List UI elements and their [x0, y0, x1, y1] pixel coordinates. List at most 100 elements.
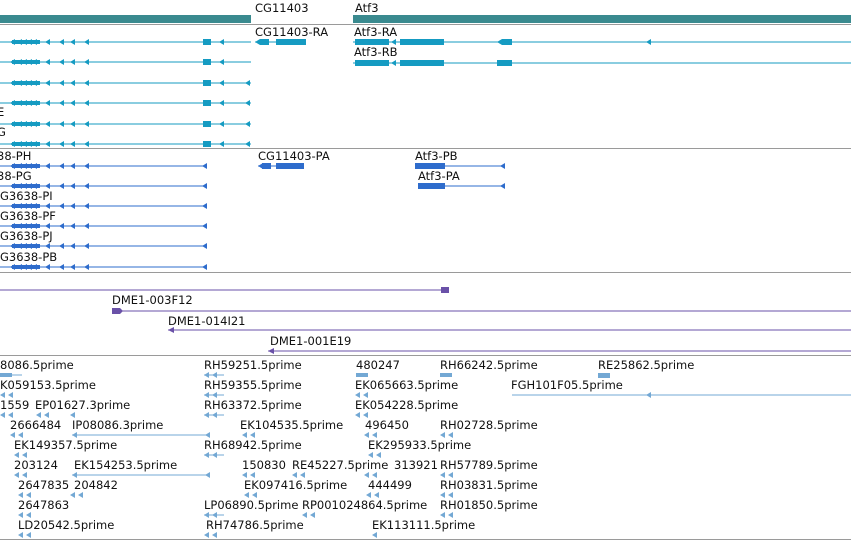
transcript-label[interactable]: Atf3-RA [354, 25, 397, 39]
bac-clone[interactable] [268, 348, 851, 354]
est-label[interactable]: EP01627.3prime [35, 398, 130, 412]
est-label[interactable]: LD20542.5prime [18, 518, 114, 532]
est-label[interactable]: RH03831.5prime [440, 478, 538, 492]
est-label[interactable]: RH74786.5prime [206, 518, 304, 532]
transcript-model[interactable] [0, 59, 251, 65]
est-label[interactable]: RE45227.5prime [292, 458, 388, 472]
est-label[interactable]: RH01850.5prime [440, 498, 538, 512]
transcript-model[interactable] [0, 39, 251, 45]
est-label[interactable]: RP001024864.5prime [302, 498, 427, 512]
est-feature[interactable] [72, 432, 210, 438]
transcript-model[interactable] [353, 60, 851, 66]
est-label[interactable]: 480247 [356, 358, 400, 372]
est-feature[interactable] [204, 452, 224, 458]
est-feature[interactable] [244, 492, 257, 498]
gene-bar[interactable] [0, 15, 251, 23]
est-feature[interactable] [355, 392, 368, 398]
est-feature[interactable] [356, 373, 368, 377]
est-feature[interactable] [372, 532, 377, 538]
est-feature[interactable] [14, 472, 27, 478]
bac-label[interactable]: DME1-001E19 [270, 334, 351, 348]
est-label[interactable]: EK295933.5prime [368, 438, 471, 452]
est-feature[interactable] [204, 412, 224, 418]
est-feature[interactable] [204, 392, 224, 398]
transcript-label[interactable]: 38-PG [0, 169, 32, 183]
transcript-label[interactable]: E [0, 105, 4, 119]
transcript-label[interactable]: G3638-PF [0, 209, 56, 223]
est-label[interactable]: 204842 [74, 478, 118, 492]
est-feature[interactable] [10, 432, 23, 438]
transcript-model[interactable] [0, 121, 251, 127]
est-label[interactable]: K059153.5prime [0, 378, 96, 392]
transcript-model[interactable] [0, 223, 207, 229]
est-label[interactable]: 496450 [365, 418, 409, 432]
est-feature[interactable] [72, 472, 210, 478]
est-label[interactable]: EK113111.5prime [372, 518, 475, 532]
transcript-label[interactable]: CG11403-PA [258, 149, 330, 163]
est-feature[interactable] [14, 452, 27, 458]
est-label[interactable]: 1559 [0, 398, 29, 412]
est-feature[interactable] [0, 373, 22, 377]
est-label[interactable]: 150830 [242, 458, 286, 472]
est-label[interactable]: EK054228.5prime [355, 398, 458, 412]
est-label[interactable]: 2647863 [18, 498, 69, 512]
est-feature[interactable] [355, 412, 368, 418]
est-feature[interactable] [512, 392, 851, 398]
transcript-model[interactable] [0, 163, 207, 169]
est-feature[interactable] [440, 492, 453, 498]
est-feature[interactable] [368, 452, 381, 458]
est-label[interactable]: 8086.5prime [0, 358, 74, 372]
est-label[interactable]: 2666484 [10, 418, 61, 432]
est-label[interactable]: EK104535.5prime [240, 418, 343, 432]
est-feature[interactable] [242, 472, 255, 478]
transcript-label[interactable]: G3638-PJ [0, 229, 53, 243]
transcript-label[interactable]: Atf3-PA [418, 169, 460, 183]
est-feature[interactable] [204, 512, 224, 518]
est-label[interactable]: 444499 [368, 478, 412, 492]
gene-bar[interactable] [353, 15, 851, 23]
est-label[interactable]: RH63372.5prime [204, 398, 302, 412]
est-feature[interactable] [0, 412, 13, 418]
transcript-label[interactable]: CG11403-RA [255, 25, 328, 39]
bac-label[interactable]: DME1-003F12 [112, 293, 193, 307]
est-feature[interactable] [366, 492, 379, 498]
transcript-model[interactable] [0, 243, 207, 249]
est-label[interactable]: RH68942.5prime [204, 438, 302, 452]
transcript-label[interactable]: 38-PH [0, 149, 31, 163]
bac-label[interactable]: DME1-014I21 [168, 314, 246, 328]
est-feature[interactable] [440, 512, 453, 518]
est-feature[interactable] [364, 472, 377, 478]
est-feature[interactable] [204, 372, 224, 378]
est-feature[interactable] [18, 492, 31, 498]
est-label[interactable]: EK149357.5prime [14, 438, 117, 452]
est-label[interactable]: 313921 [394, 458, 438, 472]
transcript-model[interactable] [418, 183, 505, 189]
est-label[interactable]: RH57789.5prime [440, 458, 538, 472]
est-feature[interactable] [18, 532, 31, 538]
est-label[interactable]: 203124 [14, 458, 58, 472]
est-feature[interactable] [0, 392, 13, 398]
est-feature[interactable] [364, 432, 377, 438]
transcript-model[interactable] [0, 100, 251, 106]
est-feature[interactable] [70, 492, 83, 498]
est-feature[interactable] [440, 432, 453, 438]
transcript-model[interactable] [0, 264, 207, 270]
transcript-model[interactable] [255, 39, 306, 45]
bac-clone[interactable] [0, 287, 449, 293]
gene-label[interactable]: Atf3 [355, 1, 379, 15]
est-label[interactable]: RH66242.5prime [440, 358, 538, 372]
transcript-model[interactable] [0, 183, 207, 189]
est-feature[interactable] [598, 373, 610, 378]
transcript-model[interactable] [0, 203, 207, 209]
est-feature[interactable] [440, 373, 452, 377]
transcript-label[interactable]: Atf3-RB [354, 45, 398, 59]
est-label[interactable]: EK065663.5prime [355, 378, 458, 392]
transcript-label[interactable]: G3638-PI [0, 189, 53, 203]
est-feature[interactable] [302, 512, 315, 518]
est-feature[interactable] [204, 532, 217, 538]
est-label[interactable]: FGH101F05.5prime [511, 378, 623, 392]
est-feature[interactable] [292, 472, 305, 478]
transcript-label[interactable]: G [0, 125, 6, 139]
transcript-model[interactable] [415, 163, 505, 169]
transcript-model[interactable] [0, 80, 251, 86]
